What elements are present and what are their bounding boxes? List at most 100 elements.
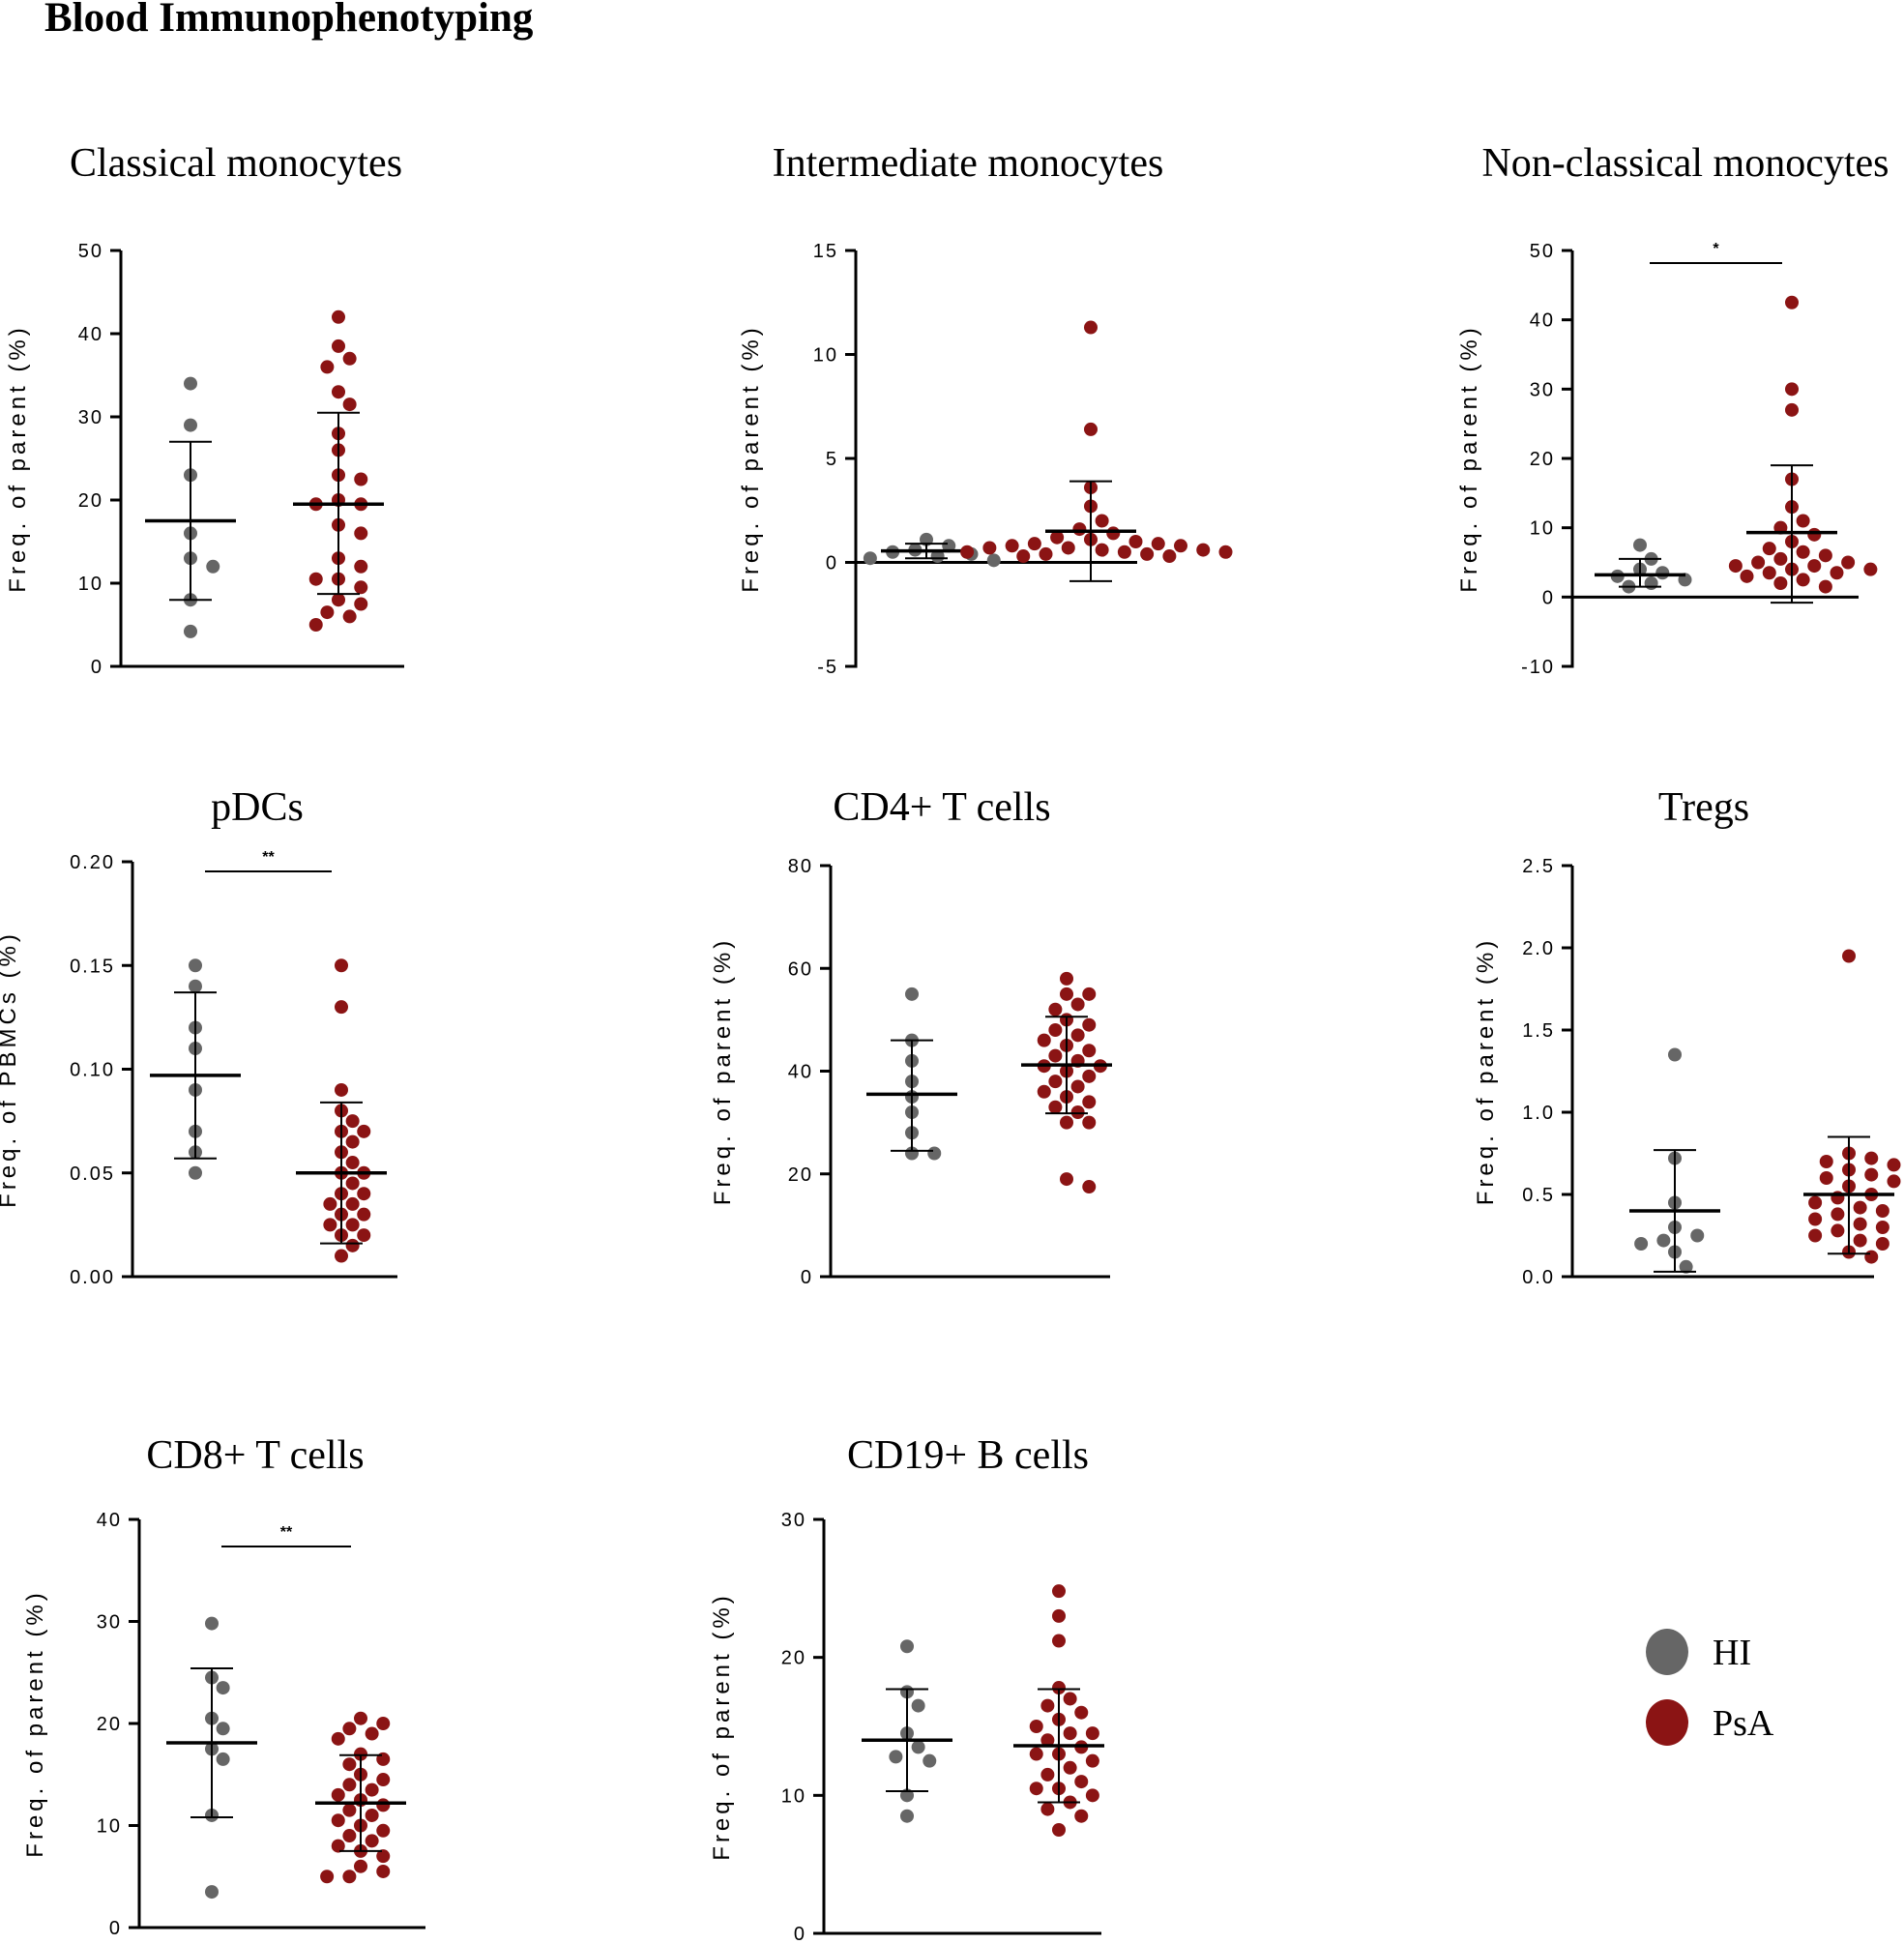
data-point: [342, 398, 357, 412]
y-tick-label: 40: [788, 1062, 813, 1083]
series-psa: [1803, 949, 1901, 1264]
data-point: [354, 597, 368, 611]
data-point: [1074, 1705, 1089, 1720]
data-point: [189, 958, 202, 973]
data-point: [1831, 1223, 1845, 1238]
data-point: [1060, 971, 1073, 986]
data-point: [1887, 1158, 1901, 1172]
data-point: [1027, 537, 1041, 551]
y-tick-label: 1.5: [1522, 1020, 1555, 1042]
data-point: [1052, 1608, 1066, 1623]
data-point: [960, 545, 975, 559]
data-point: [354, 580, 368, 595]
data-point: [216, 1752, 230, 1766]
y-axis-label: Freq. of parent (%): [1456, 324, 1482, 592]
data-point: [1174, 539, 1187, 553]
series-psa: [315, 1711, 406, 1884]
data-point: [1796, 573, 1810, 587]
data-point: [1039, 546, 1053, 561]
data-point: [1218, 545, 1233, 559]
data-point: [1005, 539, 1019, 553]
y-tick-label: 10: [97, 1816, 122, 1838]
data-point: [184, 418, 197, 432]
y-tick-label: 20: [78, 490, 103, 512]
data-point: [1875, 1204, 1889, 1218]
series-psa: [1728, 295, 1878, 604]
data-point: [342, 1870, 357, 1884]
data-point: [331, 1731, 345, 1746]
data-point: [332, 593, 345, 607]
data-point: [331, 1813, 345, 1828]
significance-label: *: [1713, 241, 1719, 257]
series-hi: [166, 1616, 257, 1900]
data-point: [354, 1711, 367, 1725]
data-point: [308, 618, 323, 632]
chart-title: Non-classical monocytes: [1481, 141, 1889, 186]
y-tick-label: 60: [788, 958, 813, 980]
data-point: [1785, 382, 1799, 397]
data-point: [1634, 1237, 1649, 1251]
data-point: [308, 572, 323, 586]
data-point: [335, 1000, 348, 1015]
data-point: [1052, 1823, 1066, 1837]
data-point: [342, 1722, 357, 1736]
data-point: [345, 1156, 360, 1170]
data-point: [376, 1864, 391, 1878]
data-point: [1082, 1115, 1097, 1130]
data-point: [905, 987, 919, 1001]
data-point: [1808, 1228, 1823, 1243]
data-point: [1037, 1033, 1051, 1047]
data-point: [1853, 1233, 1867, 1248]
data-point: [345, 1218, 360, 1232]
data-point: [1796, 514, 1810, 528]
data-point: [1690, 1228, 1705, 1243]
y-axis-label: Freq. of parent (%): [22, 1589, 48, 1857]
data-point: [1070, 1028, 1085, 1043]
data-point: [900, 1639, 914, 1654]
data-point: [376, 1798, 391, 1812]
figure-title: Blood Immunophenotyping: [44, 0, 534, 41]
data-point: [345, 1176, 360, 1191]
data-point: [1853, 1217, 1867, 1231]
data-point: [357, 1228, 371, 1243]
data-point: [335, 958, 348, 973]
data-point: [863, 551, 877, 566]
data-point: [189, 979, 202, 993]
data-point: [376, 1849, 391, 1864]
y-tick-label: 30: [97, 1612, 122, 1634]
data-point: [357, 1187, 371, 1201]
data-point: [1819, 1155, 1833, 1168]
chart-panel: pDCs Freq. of PBMCs (%) 0.00 0.05 0.10 0.15 0.…: [0, 785, 397, 1288]
data-point: [1085, 1726, 1099, 1741]
y-axis-label: Freq. of PBMCs (%): [0, 930, 21, 1208]
y-tick-label: 0: [826, 553, 838, 574]
significance-label: **: [280, 1524, 293, 1541]
chart-panel: CD8+ T cells Freq. of parent (%) 0 10 20 30 40…: [22, 1433, 425, 1939]
data-point: [1095, 543, 1109, 557]
y-tick-label: 20: [788, 1164, 813, 1186]
data-point: [1060, 1172, 1073, 1187]
data-point: [1082, 1044, 1097, 1058]
data-point: [1037, 1084, 1051, 1099]
data-point: [1864, 1151, 1879, 1165]
data-point: [323, 1218, 337, 1232]
data-point: [1128, 535, 1143, 548]
chart-panel: CD4+ T cells Freq. of parent (%) 0 20 40 60 80: [710, 785, 1112, 1288]
data-point: [323, 1196, 337, 1211]
data-point: [184, 624, 197, 638]
y-tick-label: 10: [813, 345, 838, 367]
y-tick-label: 0.00: [70, 1267, 115, 1288]
y-tick-label: 15: [813, 241, 838, 262]
y-tick-label: 0.0: [1522, 1267, 1555, 1288]
data-point: [1082, 1180, 1097, 1194]
y-tick-label: 40: [1530, 310, 1555, 332]
data-point: [1029, 1720, 1043, 1733]
data-point: [927, 1146, 942, 1161]
data-point: [1196, 543, 1211, 557]
y-tick-label: 0.15: [70, 956, 115, 977]
data-point: [216, 1722, 230, 1736]
y-tick-label: 30: [781, 1510, 806, 1531]
data-point: [1762, 566, 1776, 580]
y-axis-label: Freq. of parent (%): [1473, 937, 1499, 1205]
y-tick-label: 20: [1530, 449, 1555, 470]
